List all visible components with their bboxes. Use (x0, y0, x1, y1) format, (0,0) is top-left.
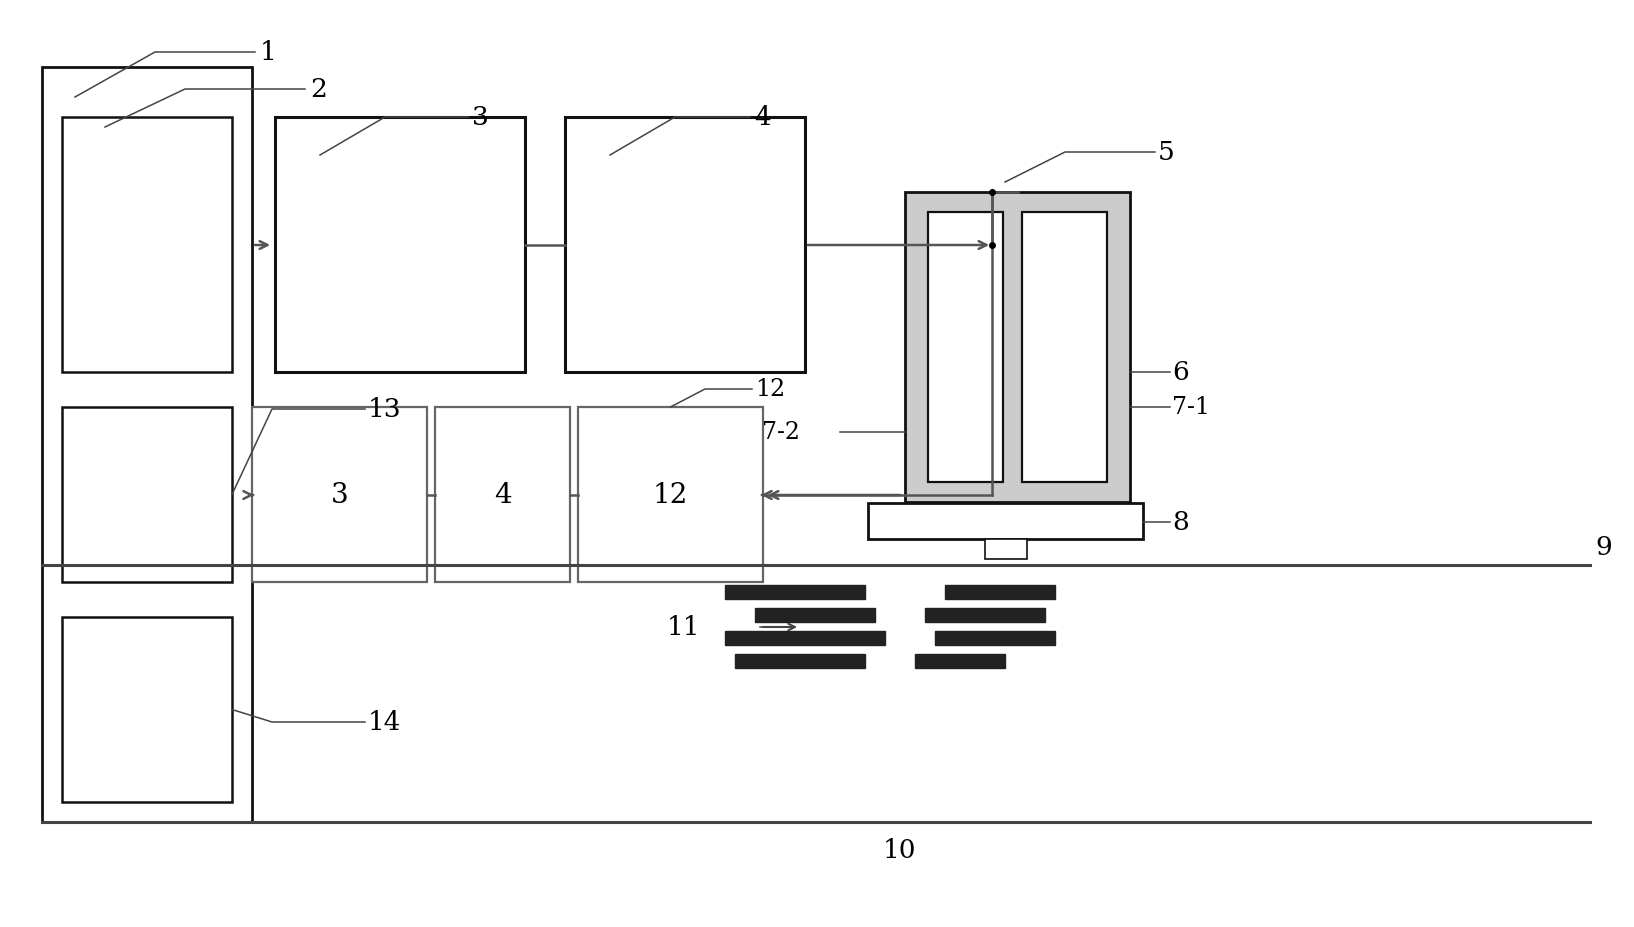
Bar (1021, 213, 1106, 482)
Text: 12: 12 (755, 378, 786, 401)
Bar (435, 408, 570, 582)
Bar (565, 118, 806, 373)
Bar (915, 654, 1005, 668)
Bar (42, 68, 252, 822)
Bar (944, 585, 1056, 600)
Text: 14: 14 (368, 710, 402, 735)
Text: 8: 8 (1172, 510, 1190, 535)
Text: 6: 6 (1172, 360, 1190, 385)
Bar (925, 608, 1046, 622)
Text: 3: 3 (472, 106, 489, 131)
Bar (62, 408, 232, 582)
Bar (578, 408, 763, 582)
Bar (725, 585, 864, 600)
Bar (985, 540, 1028, 559)
Text: 4: 4 (493, 481, 511, 508)
Text: 11: 11 (667, 615, 699, 640)
Text: 5: 5 (1159, 140, 1175, 165)
Text: 7-1: 7-1 (1172, 396, 1211, 419)
Text: 12: 12 (654, 481, 688, 508)
Text: 13: 13 (368, 397, 402, 422)
Text: 10: 10 (884, 838, 917, 862)
Bar (252, 408, 426, 582)
Bar (905, 193, 1131, 502)
Text: 7-2: 7-2 (761, 421, 801, 444)
Bar (935, 631, 1056, 645)
Bar (735, 654, 864, 668)
Bar (275, 118, 525, 373)
Bar (62, 617, 232, 802)
Text: 9: 9 (1595, 535, 1611, 560)
Bar (928, 213, 1003, 482)
Bar (725, 631, 886, 645)
Text: 2: 2 (310, 78, 327, 102)
Bar (755, 608, 874, 622)
Text: 3: 3 (330, 481, 348, 508)
Text: 4: 4 (753, 106, 771, 131)
Text: 1: 1 (260, 41, 276, 66)
Bar (868, 503, 1144, 540)
Bar (62, 118, 232, 373)
